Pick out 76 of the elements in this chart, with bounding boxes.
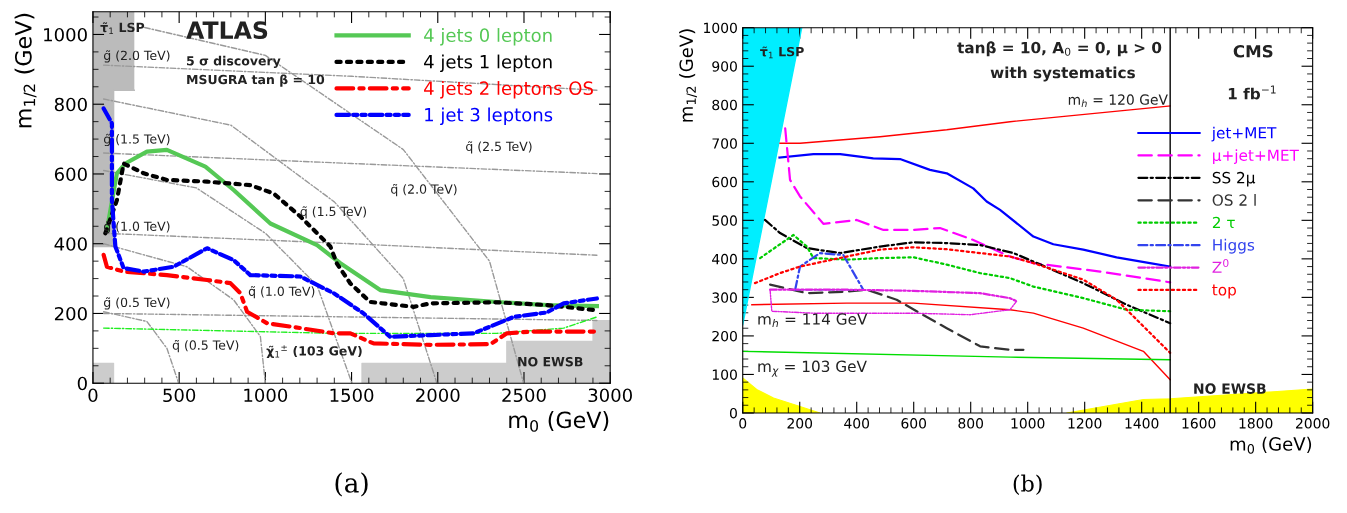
annotation: MSUGRA tan β = 10 xyxy=(187,74,325,87)
annotation: m$_{χ}$ = 103 GeV xyxy=(758,360,867,377)
x-tick-label: 200 xyxy=(787,418,813,429)
y-axis-title: m$_{1/2}$ (GeV) xyxy=(14,13,37,128)
x-tick-label: 500 xyxy=(163,388,196,403)
x-tick-label: 1500 xyxy=(330,388,374,403)
y-tick-label: 400 xyxy=(54,237,87,251)
annotation: q̃ (2.5 TeV) xyxy=(466,141,532,154)
annotation: 5 σ discovery xyxy=(187,55,281,69)
y-tick-label: 600 xyxy=(712,176,737,188)
y-tick-label: 800 xyxy=(54,97,87,112)
annotation: g̃ (1.5 TeV) xyxy=(103,133,170,147)
y-tick-label: 200 xyxy=(712,330,737,342)
legend-label: 4 jets 1 lepton xyxy=(424,54,552,73)
y-tick-label: 1000 xyxy=(704,22,737,34)
legend-label: OS 2 l xyxy=(1212,194,1256,206)
x-tick-label: 800 xyxy=(958,418,984,429)
x-tick-label: 1000 xyxy=(1011,418,1045,429)
y-tick-label: 0 xyxy=(77,376,87,391)
y-axis-title: m$_{1/2}$ (GeV) xyxy=(679,29,697,122)
y-tick-label: 1000 xyxy=(44,27,87,42)
y-tick-label: 900 xyxy=(712,61,737,72)
annotation: g̃ (0.5 TeV) xyxy=(103,297,170,310)
y-tick-label: 600 xyxy=(54,167,87,182)
annotation: NO EWSB xyxy=(518,356,583,367)
y-tick-label: 300 xyxy=(712,292,737,303)
x-tick-label: 1000 xyxy=(244,388,288,403)
y-tick-label: 0 xyxy=(729,407,737,419)
annotation: q̃ (1.5 TeV) xyxy=(300,206,367,219)
y-tick-label: 800 xyxy=(712,99,737,111)
x-tick-label: 1400 xyxy=(1125,418,1159,429)
y-tick-label: 700 xyxy=(712,138,737,149)
y-tick-label: 100 xyxy=(712,369,737,380)
x-axis-title: m$_{0}$ (GeV) xyxy=(509,411,609,432)
annotation: q̃ (2.0 TeV) xyxy=(391,183,457,197)
x-tick-label: 2500 xyxy=(502,388,546,403)
legend-label: Z$^{0}$ xyxy=(1212,259,1229,273)
annotation: g̃ (1.0 TeV) xyxy=(103,221,170,234)
x-tick-label: 3000 xyxy=(588,388,632,403)
annotation: q̃ (1.0 TeV) xyxy=(248,286,315,299)
x-tick-label: 600 xyxy=(901,418,927,429)
annotation: τ̃$_{1}$ LSP xyxy=(100,22,145,34)
y-tick-label: 500 xyxy=(712,215,737,226)
annotation: tanβ = 10, A$_{0}$ = 0, μ > 0 xyxy=(957,41,1162,57)
legend-label: 1 jet 3 leptons xyxy=(425,107,553,126)
x-tick-label: 0 xyxy=(739,418,747,429)
legend-label: jet+MET xyxy=(1211,126,1277,142)
x-tick-label: 2000 xyxy=(416,388,460,403)
annotation: m$_{h}$ = 120 GeV xyxy=(1068,94,1168,107)
x-tick-label: 1600 xyxy=(1182,418,1216,429)
annotation: q̃ (0.5 TeV) xyxy=(172,339,239,353)
legend-label: 2 τ xyxy=(1212,216,1235,229)
annotation: 1 fb$^{−1}$ xyxy=(1228,85,1276,100)
text: (b) xyxy=(1013,474,1042,495)
annotation: ATLAS xyxy=(186,21,268,40)
legend-label: top xyxy=(1212,284,1236,299)
legend-label: 4 jets 2 leptons OS xyxy=(424,81,593,99)
x-tick-label: 2000 xyxy=(1296,418,1330,429)
text: (a) xyxy=(335,472,368,497)
legend-label: SS 2μ xyxy=(1212,171,1256,187)
legend-label: 4 jets 0 lepton xyxy=(424,28,552,46)
x-axis-title: m$_{0}$ (GeV) xyxy=(1230,436,1312,454)
y-tick-label: 200 xyxy=(54,306,87,321)
annotation: with systematics xyxy=(990,66,1135,82)
annotation: χ̃$_{1}$$^{±}$ (103 GeV) xyxy=(266,345,362,359)
annotation: NO EWSB xyxy=(1194,383,1266,394)
annotation: CMS xyxy=(1233,44,1273,58)
y-tick-label: 400 xyxy=(712,253,737,265)
annotation: g̃ (2.0 TeV) xyxy=(103,50,170,63)
x-tick-label: 1800 xyxy=(1239,418,1273,429)
x-tick-label: 400 xyxy=(844,418,870,429)
annotation: m$_{h}$ = 114 GeV xyxy=(758,313,868,328)
legend-label: Higgs xyxy=(1213,238,1255,254)
x-tick-label: 1200 xyxy=(1068,418,1102,429)
x-tick-label: 0 xyxy=(88,388,98,403)
legend-label: μ+jet+MET xyxy=(1213,149,1299,164)
